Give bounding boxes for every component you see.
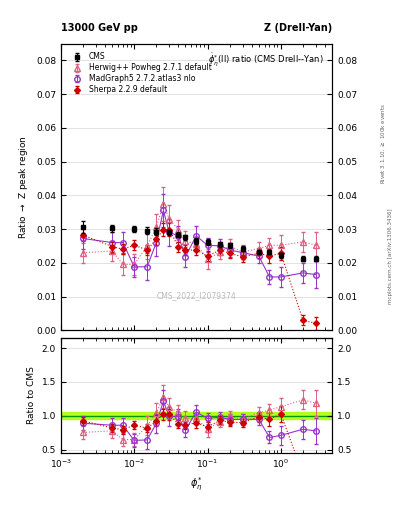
Text: mcplots.cern.ch [arXiv:1306.3436]: mcplots.cern.ch [arXiv:1306.3436] xyxy=(388,208,393,304)
Bar xyxy=(61,413,332,419)
Text: CMS_2022_I2079374: CMS_2022_I2079374 xyxy=(157,291,236,301)
Y-axis label: Ratio to CMS: Ratio to CMS xyxy=(27,367,36,424)
Text: Z (Drell-Yan): Z (Drell-Yan) xyxy=(264,23,332,33)
Text: 13000 GeV pp: 13000 GeV pp xyxy=(61,23,138,33)
Text: Rivet 3.1.10, $\geq$ 100k events: Rivet 3.1.10, $\geq$ 100k events xyxy=(379,103,387,184)
Legend: CMS, Herwig++ Powheg 2.7.1 default, MadGraph5 2.7.2.atlas3 nlo, Sherpa 2.2.9 def: CMS, Herwig++ Powheg 2.7.1 default, MadG… xyxy=(68,50,214,97)
Y-axis label: Ratio $\rightarrow$ Z peak region: Ratio $\rightarrow$ Z peak region xyxy=(17,135,30,239)
X-axis label: $\phi_{\eta}^{*}$: $\phi_{\eta}^{*}$ xyxy=(190,476,203,494)
Text: $\dot{\phi}_{\eta}^{*}$(ll) ratio (CMS Drell--Yan): $\dot{\phi}_{\eta}^{*}$(ll) ratio (CMS D… xyxy=(208,52,324,69)
